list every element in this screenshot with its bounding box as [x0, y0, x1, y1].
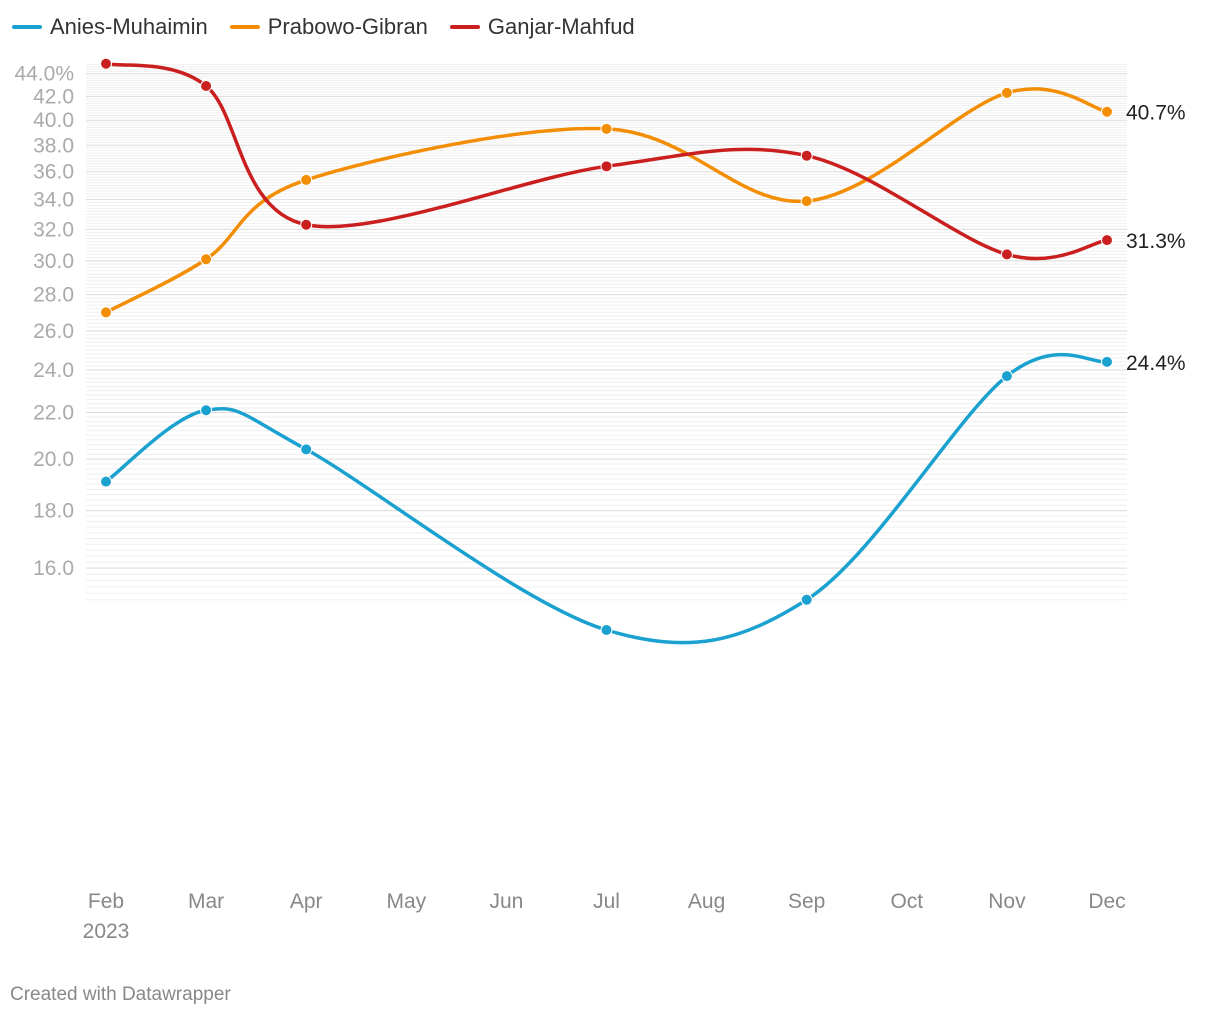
- data-point: [300, 443, 313, 456]
- data-point: [600, 160, 613, 173]
- x-tick-label: Aug: [688, 890, 725, 913]
- data-point: [1101, 234, 1113, 247]
- data-point: [200, 253, 213, 266]
- legend-item-anies: Anies-Muhaimin: [12, 14, 208, 40]
- x-tick-label: May: [386, 890, 426, 913]
- data-point: [800, 195, 813, 208]
- data-point: [100, 306, 112, 319]
- data-point: [300, 218, 313, 231]
- data-point: [1101, 355, 1113, 368]
- y-tick-label: 42.0: [33, 85, 74, 108]
- y-tick-label: 36.0: [33, 161, 74, 184]
- legend-label-ganjar: Ganjar-Mahfud: [487, 14, 635, 39]
- data-point: [800, 149, 813, 162]
- data-point: [300, 173, 313, 186]
- series-anies-muhaimin: 24.4%: [100, 352, 1186, 645]
- y-tick-label: 18.0: [33, 500, 74, 523]
- end-label-anies-muhaimin: 24.4%: [1126, 352, 1186, 375]
- x-tick-label: Jun: [489, 890, 523, 913]
- data-point: [800, 593, 813, 606]
- x-axis: Feb Mar Apr May Jun Jul Aug Sep Oct Nov Dec 2023: [83, 890, 1126, 943]
- y-tick-label: 32.0: [33, 218, 74, 241]
- y-tick-label: 24.0: [33, 359, 74, 382]
- data-point: [600, 122, 613, 135]
- data-point: [1101, 105, 1113, 118]
- data-point: [1000, 248, 1013, 261]
- x-year-label: 2023: [83, 920, 130, 943]
- legend-swatch-anies: [12, 25, 42, 29]
- series-prabowo-gibran: 40.7%: [100, 86, 1186, 319]
- y-tick-label: 20.0: [33, 448, 74, 471]
- series-line-anies-muhaimin: [104, 352, 1109, 645]
- legend-item-ganjar: Ganjar-Mahfud: [449, 14, 635, 40]
- y-tick-label: 30.0: [33, 250, 74, 273]
- end-label-ganjar-mahfud: 31.3%: [1126, 230, 1186, 253]
- data-point: [100, 57, 112, 70]
- legend-label-anies: Anies-Muhaimin: [50, 14, 208, 39]
- legend-item-prabowo: Prabowo-Gibran: [229, 14, 428, 40]
- x-tick-label: Nov: [988, 890, 1026, 913]
- y-tick-label: 26.0: [33, 320, 74, 343]
- data-point: [100, 475, 112, 488]
- grid: [86, 64, 1127, 601]
- legend: Anies-Muhaimin Prabowo-Gibran Ganjar-Mah…: [12, 14, 635, 40]
- y-tick-label: 28.0: [33, 284, 74, 307]
- data-point: [600, 623, 613, 636]
- y-tick-label: 22.0: [33, 401, 74, 424]
- x-tick-label: Dec: [1088, 890, 1125, 913]
- y-tick-label: 44.0%: [14, 63, 74, 86]
- y-tick-label: 16.0: [33, 557, 74, 580]
- y-tick-label: 34.0: [33, 189, 74, 212]
- x-tick-label: Sep: [788, 890, 825, 913]
- data-point: [1000, 86, 1013, 99]
- y-tick-label: 40.0: [33, 109, 74, 132]
- legend-swatch-ganjar: [449, 25, 480, 29]
- data-point: [1000, 370, 1013, 383]
- series-ganjar-mahfud: 31.3%: [100, 57, 1186, 261]
- x-tick-label: Feb: [88, 890, 124, 913]
- legend-swatch-prabowo: [229, 25, 260, 29]
- y-axis: 44.0%42.040.038.0 36.0 34.0 32.0 30.0 28.0 26.…: [14, 63, 74, 581]
- x-tick-label: Mar: [188, 890, 224, 913]
- data-point: [200, 404, 213, 417]
- x-tick-label: Apr: [290, 890, 323, 913]
- end-label-prabowo-gibran: 40.7%: [1126, 102, 1186, 125]
- legend-label-prabowo: Prabowo-Gibran: [267, 14, 428, 39]
- y-tick-label: 38.0: [33, 134, 74, 157]
- x-tick-label: Jul: [593, 890, 620, 913]
- x-tick-label: Oct: [890, 890, 923, 913]
- footer-credit: Created with Datawrapper: [10, 984, 231, 1005]
- data-point: [200, 79, 213, 92]
